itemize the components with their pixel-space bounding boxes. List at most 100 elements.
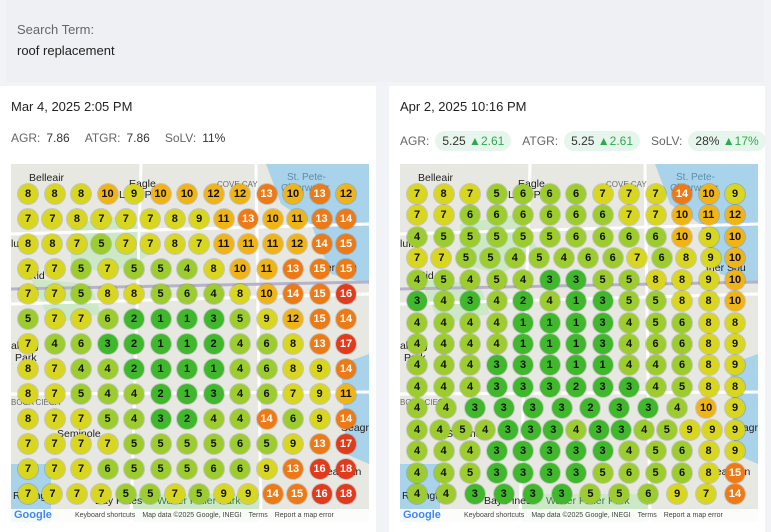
rank-dot[interactable]: 4 bbox=[407, 376, 427, 397]
rank-dot[interactable]: 3 bbox=[638, 398, 659, 419]
rank-dot[interactable]: 9 bbox=[256, 309, 277, 329]
rank-dot[interactable]: 4 bbox=[97, 384, 118, 404]
rank-dot[interactable]: 4 bbox=[475, 419, 496, 440]
rank-dot[interactable]: 10 bbox=[725, 269, 745, 290]
rank-dot[interactable]: 7 bbox=[66, 484, 87, 504]
rank-dot[interactable]: 6 bbox=[672, 334, 692, 354]
rank-dot[interactable]: 2 bbox=[124, 309, 144, 329]
rank-dot[interactable]: 5 bbox=[115, 484, 136, 504]
rank-dot[interactable]: 13 bbox=[283, 459, 303, 479]
rank-dot[interactable]: 3 bbox=[566, 269, 586, 290]
rank-dot[interactable]: 6 bbox=[638, 484, 659, 504]
rank-dot[interactable]: 3 bbox=[551, 398, 572, 419]
rank-dot[interactable]: 4 bbox=[407, 269, 427, 290]
rank-dot[interactable]: 4 bbox=[433, 355, 454, 376]
rank-dot[interactable]: 8 bbox=[66, 209, 87, 229]
rank-grid-map[interactable]: Belleair Eagle Lake Park COVE CAY St. Pe… bbox=[11, 164, 369, 522]
rank-dot[interactable]: 7 bbox=[645, 184, 666, 204]
rank-dot[interactable]: 5 bbox=[124, 259, 144, 279]
rank-dot[interactable]: 5 bbox=[150, 259, 171, 279]
rank-dot[interactable]: 4 bbox=[407, 226, 427, 247]
rank-dot[interactable]: 6 bbox=[619, 462, 639, 483]
rank-dot[interactable]: 7 bbox=[18, 334, 38, 354]
rank-dot[interactable]: 10 bbox=[672, 226, 692, 247]
rank-dot[interactable]: 5 bbox=[619, 291, 639, 312]
rank-dot[interactable]: 8 bbox=[698, 312, 719, 333]
rank-dot[interactable]: 3 bbox=[464, 484, 485, 504]
rank-dot[interactable]: 3 bbox=[486, 355, 507, 376]
rank-dot[interactable]: 13 bbox=[309, 184, 330, 204]
rank-dot[interactable]: 5 bbox=[230, 309, 250, 329]
rank-dot[interactable]: 7 bbox=[91, 209, 112, 229]
rank-dot[interactable]: 15 bbox=[336, 234, 356, 254]
rank-dot[interactable]: 1 bbox=[513, 334, 533, 354]
rank-dot[interactable]: 3 bbox=[609, 398, 630, 419]
rank-dot[interactable]: 4 bbox=[460, 441, 480, 462]
rank-dot[interactable]: 3 bbox=[513, 355, 533, 376]
rank-dot[interactable]: 5 bbox=[71, 384, 91, 404]
rank-dot[interactable]: 1 bbox=[539, 334, 560, 354]
rank-dot[interactable]: 11 bbox=[287, 209, 308, 229]
rank-dot[interactable]: 5 bbox=[97, 409, 118, 429]
rank-dot[interactable]: 4 bbox=[553, 248, 574, 269]
rank-dot[interactable]: 11 bbox=[336, 384, 356, 404]
rank-dot[interactable]: 6 bbox=[645, 334, 666, 354]
rank-dot[interactable]: 1 bbox=[566, 355, 586, 376]
rank-dot[interactable]: 9 bbox=[189, 209, 210, 229]
rank-dot[interactable]: 3 bbox=[407, 291, 427, 312]
rank-dot[interactable]: 7 bbox=[44, 384, 65, 404]
rank-dot[interactable]: 4 bbox=[566, 419, 586, 440]
rank-dot[interactable]: 2 bbox=[124, 334, 144, 354]
rank-dot[interactable]: 4 bbox=[460, 269, 480, 290]
rank-dot[interactable]: 11 bbox=[238, 234, 259, 254]
rank-dot[interactable]: 7 bbox=[18, 484, 38, 504]
rank-dot[interactable]: 6 bbox=[71, 334, 91, 354]
rank-dot[interactable]: 13 bbox=[311, 209, 332, 229]
rank-dot[interactable]: 4 bbox=[539, 291, 560, 312]
rank-dot[interactable]: 6 bbox=[672, 441, 692, 462]
rank-dot[interactable]: 5 bbox=[645, 462, 666, 483]
rank-dot[interactable]: 3 bbox=[592, 441, 613, 462]
rank-dot[interactable]: 7 bbox=[18, 259, 38, 279]
rank-dot[interactable]: 8 bbox=[230, 284, 250, 304]
rank-dot[interactable]: 3 bbox=[203, 309, 224, 329]
rank-dot[interactable]: 4 bbox=[124, 384, 144, 404]
rank-dot[interactable]: 6 bbox=[97, 459, 118, 479]
rank-dot[interactable]: 10 bbox=[177, 184, 197, 204]
rank-dot[interactable]: 10 bbox=[97, 184, 118, 204]
rank-dot[interactable]: 3 bbox=[611, 419, 632, 440]
rank-dot[interactable]: 5 bbox=[619, 269, 639, 290]
rank-dot[interactable]: 10 bbox=[262, 209, 283, 229]
rank-dot[interactable]: 6 bbox=[460, 205, 480, 226]
rank-dot[interactable]: 8 bbox=[71, 184, 91, 204]
rank-dot[interactable]: 5 bbox=[460, 462, 480, 483]
rank-dot[interactable]: 8 bbox=[164, 234, 185, 254]
rank-dot[interactable]: 5 bbox=[592, 269, 613, 290]
rank-dot[interactable]: 9 bbox=[702, 419, 723, 440]
rank-dot[interactable]: 5 bbox=[513, 226, 533, 247]
rank-dot[interactable]: 4 bbox=[97, 359, 118, 379]
rank-dot[interactable]: 3 bbox=[203, 384, 224, 404]
rank-dot[interactable]: 14 bbox=[262, 484, 283, 504]
rank-dot[interactable]: 4 bbox=[645, 376, 666, 397]
rank-dot[interactable]: 4 bbox=[407, 484, 427, 504]
rank-dot[interactable]: 8 bbox=[97, 284, 118, 304]
rank-dot[interactable]: 8 bbox=[698, 441, 719, 462]
rank-dot[interactable]: 8 bbox=[18, 384, 38, 404]
rank-dot[interactable]: 3 bbox=[588, 419, 609, 440]
rank-dot[interactable]: 5 bbox=[433, 269, 454, 290]
rank-dot[interactable]: 14 bbox=[672, 184, 692, 204]
rank-dot[interactable]: 14 bbox=[256, 409, 277, 429]
report-error-link[interactable]: Report a map error bbox=[663, 512, 723, 519]
rank-dot[interactable]: 3 bbox=[592, 312, 613, 333]
rank-dot[interactable]: 8 bbox=[203, 259, 224, 279]
rank-dot[interactable]: 18 bbox=[336, 459, 356, 479]
rank-dot[interactable]: 3 bbox=[486, 441, 507, 462]
rank-dot[interactable]: 7 bbox=[42, 484, 63, 504]
rank-dot[interactable]: 6 bbox=[672, 462, 692, 483]
rank-dot[interactable]: 5 bbox=[256, 434, 277, 454]
rank-dot[interactable]: 3 bbox=[97, 334, 118, 354]
rank-dot[interactable]: 4 bbox=[433, 462, 454, 483]
rank-dot[interactable]: 8 bbox=[676, 248, 697, 269]
rank-dot[interactable]: 7 bbox=[140, 234, 161, 254]
